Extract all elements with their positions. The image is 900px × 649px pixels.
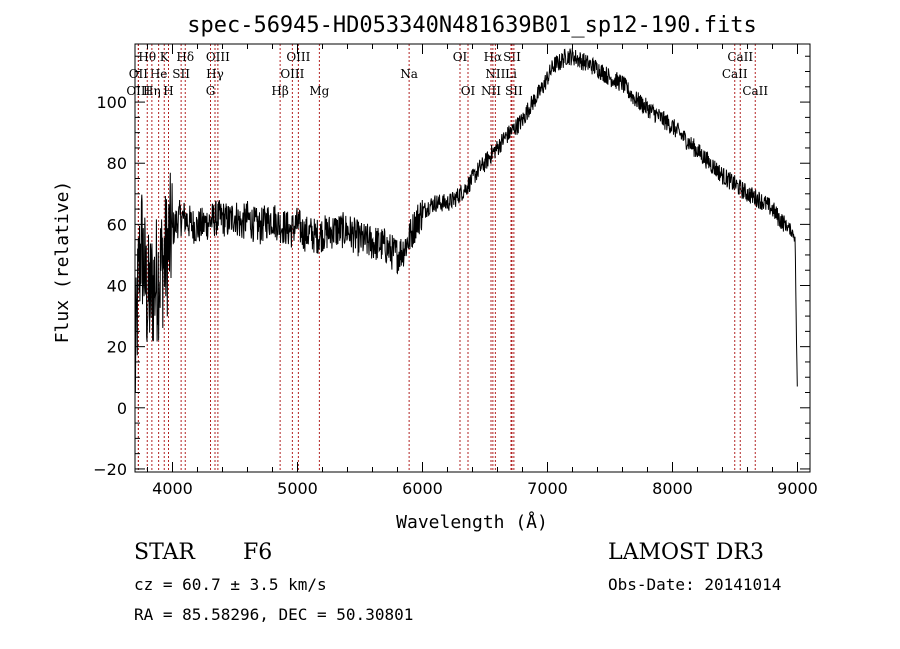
line-label-18: OI — [461, 84, 476, 98]
line-label-25: CaII — [727, 50, 753, 64]
line-label-14: OIII — [280, 67, 304, 81]
line-label-5: Hη — [143, 84, 161, 98]
chart-title: spec-56945-HD053340N481639B01_sp12-190.f… — [187, 13, 757, 38]
obs-date: Obs-Date: 20141014 — [608, 575, 782, 594]
y-tick-label-6: 100 — [96, 93, 127, 112]
line-label-24: SII — [505, 84, 523, 98]
line-label-9: OIII — [206, 50, 230, 64]
y-tick-label-1: 0 — [117, 399, 127, 418]
plot-frame — [134, 43, 811, 473]
line-label-10: Hγ — [206, 67, 224, 81]
survey-name: LAMOST DR3 — [608, 540, 764, 565]
line-label-6: SII — [172, 67, 190, 81]
line-label-15: Mg — [309, 84, 329, 98]
line-label-23: Li — [505, 67, 517, 81]
object-class: STAR — [134, 540, 195, 565]
line-label-19: Hα — [484, 50, 503, 64]
x-tick-label-1: 5000 — [277, 479, 318, 498]
y-tick-label-0: −20 — [93, 460, 127, 479]
redshift-cz: cz = 60.7 ± 3.5 km/s — [134, 575, 327, 594]
line-label-16: Na — [400, 67, 418, 81]
line-label-26: CaII — [722, 67, 748, 81]
line-label-12: Hβ — [271, 84, 288, 98]
line-label-13: OIII — [286, 50, 310, 64]
line-label-20: NII — [485, 67, 505, 81]
y-tick-label-2: 20 — [107, 338, 127, 357]
line-label-4: He — [150, 67, 168, 81]
y-tick-label-3: 40 — [107, 277, 127, 296]
x-tick-label-0: 4000 — [152, 479, 193, 498]
line-label-8: Hδ — [176, 50, 194, 64]
y-tick-label-5: 80 — [107, 154, 127, 173]
line-label-11: G — [206, 84, 216, 98]
x-tick-label-5: 9000 — [777, 479, 818, 498]
line-label-0: Hθ — [138, 50, 156, 64]
x-axis-label: Wavelength (Å) — [396, 511, 548, 533]
coordinates: RA = 85.58296, DEC = 50.30801 — [134, 605, 414, 624]
line-label-21: NII — [481, 84, 501, 98]
y-tick-label-4: 60 — [107, 215, 127, 234]
x-tick-label-4: 8000 — [652, 479, 693, 498]
line-label-7: H — [163, 84, 173, 98]
spectral-subclass: F6 — [243, 540, 273, 565]
line-label-2: OIII — [126, 84, 150, 98]
line-label-22: SII — [503, 50, 521, 64]
y-axis-label: Flux (relative) — [52, 181, 73, 344]
x-tick-label-3: 7000 — [527, 479, 568, 498]
line-label-27: CaII — [742, 84, 768, 98]
x-tick-label-2: 6000 — [402, 479, 443, 498]
line-label-17: OI — [453, 50, 468, 64]
line-label-3: K — [160, 50, 170, 64]
spectrum-line — [134, 48, 798, 393]
